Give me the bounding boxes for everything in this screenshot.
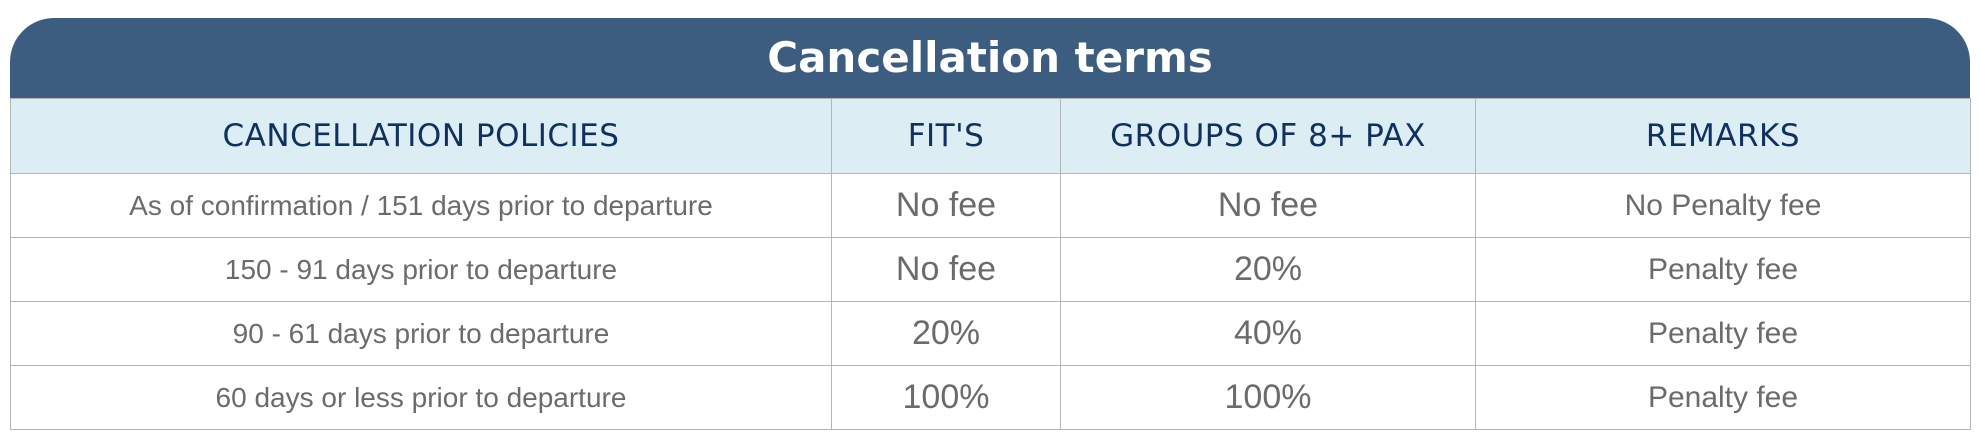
table-cell: Penalty fee bbox=[1475, 365, 1971, 430]
column-header: REMARKS bbox=[1475, 98, 1971, 174]
table-cell: No Penalty fee bbox=[1475, 173, 1971, 238]
table-cell: 100% bbox=[1060, 365, 1476, 430]
header-row: CANCELLATION POLICIES FIT'S GROUPS OF 8+ P… bbox=[10, 98, 1971, 174]
column-header: GROUPS OF 8+ PAX bbox=[1060, 98, 1476, 174]
title: Cancellation terms bbox=[10, 18, 1970, 98]
table-cell: 20% bbox=[1060, 237, 1476, 302]
table-cell: 40% bbox=[1060, 301, 1476, 366]
table-cell: Penalty fee bbox=[1475, 237, 1971, 302]
column-header: CANCELLATION POLICIES bbox=[10, 98, 832, 174]
table-cell: No fee bbox=[1060, 173, 1476, 238]
table-row: 60 days or less prior to departure 100% 10… bbox=[10, 365, 1971, 430]
table-row: 90 - 61 days prior to departure 20% 40% Pen… bbox=[10, 301, 1971, 366]
terms-table: CANCELLATION POLICIES FIT'S GROUPS OF 8+ P… bbox=[10, 98, 1971, 430]
table-cell: 90 - 61 days prior to departure bbox=[10, 301, 832, 366]
column-header: FIT'S bbox=[831, 98, 1061, 174]
cancellation-card: Cancellation terms CANCELLATION POLICIES… bbox=[10, 18, 1971, 430]
table-cell: No fee bbox=[831, 237, 1061, 302]
table-cell: 150 - 91 days prior to departure bbox=[10, 237, 832, 302]
table-row: 150 - 91 days prior to departure No fee 20… bbox=[10, 237, 1971, 302]
table-cell: 100% bbox=[831, 365, 1061, 430]
table-cell: 60 days or less prior to departure bbox=[10, 365, 832, 430]
table-body: As of confirmation / 151 days prior to d… bbox=[10, 173, 1971, 430]
table-cell: 20% bbox=[831, 301, 1061, 366]
table-cell: As of confirmation / 151 days prior to d… bbox=[10, 173, 832, 238]
table-cell: Penalty fee bbox=[1475, 301, 1971, 366]
table-cell: No fee bbox=[831, 173, 1061, 238]
table-row: As of confirmation / 151 days prior to d… bbox=[10, 173, 1971, 238]
